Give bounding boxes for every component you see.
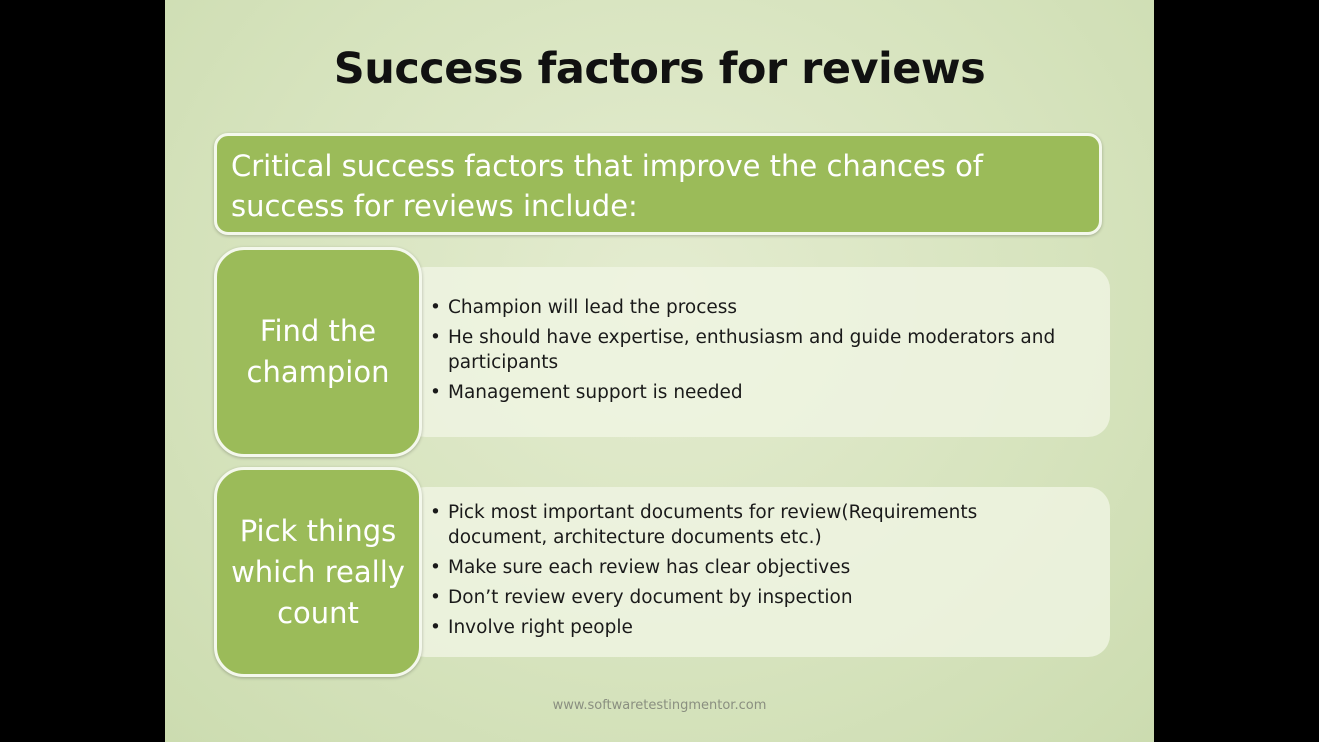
- section-pick-things: Pick things which really count Pick most…: [214, 467, 1110, 677]
- bullet-item: Involve right people: [430, 615, 1080, 640]
- bullet-item: Make sure each review has clear objectiv…: [430, 555, 1080, 580]
- bullet-list: Champion will lead the process He should…: [430, 295, 1080, 410]
- bullet-list: Pick most important documents for review…: [430, 500, 1080, 645]
- bullet-item: Pick most important documents for review…: [430, 500, 1080, 550]
- footer-url: www.softwaretestingmentor.com: [552, 698, 767, 713]
- section-find-champion: Find the champion Champion will lead the…: [214, 247, 1110, 457]
- intro-box: Critical success factors that improve th…: [214, 133, 1102, 235]
- bullet-item: Management support is needed: [430, 380, 1080, 405]
- slide: Success factors for reviews Critical suc…: [165, 0, 1154, 742]
- slide-title: Success factors for reviews: [333, 44, 986, 94]
- bullet-item: He should have expertise, enthusiasm and…: [430, 325, 1080, 375]
- bullet-item: Don’t review every document by inspectio…: [430, 585, 1080, 610]
- bullet-item: Champion will lead the process: [430, 295, 1080, 320]
- section-label: Find the champion: [214, 247, 422, 457]
- section-label: Pick things which really count: [214, 467, 422, 677]
